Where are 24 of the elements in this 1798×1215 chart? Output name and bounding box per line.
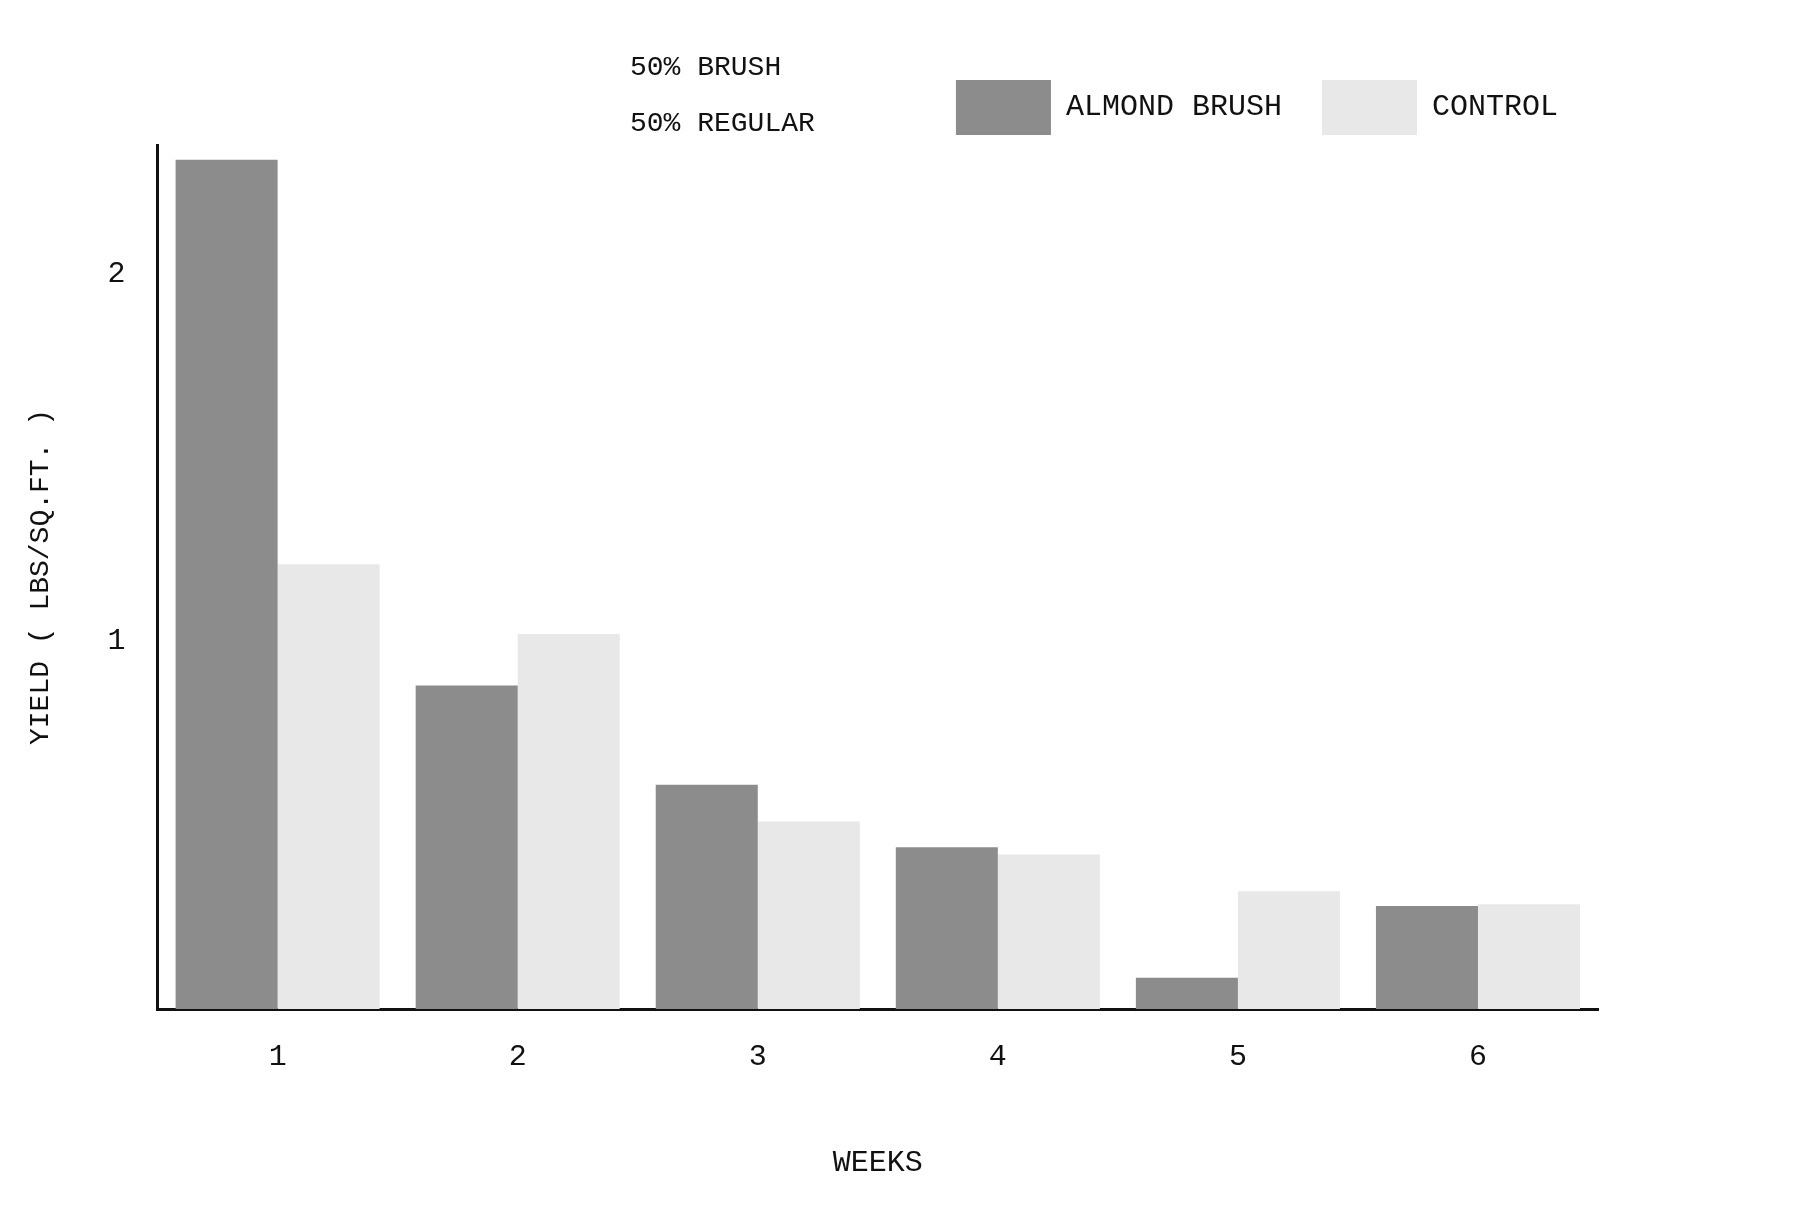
text: 50% REGULAR xyxy=(630,107,815,141)
x-tick-label: 3 xyxy=(748,1039,767,1074)
bar xyxy=(175,159,278,1009)
x-axis-title: WEEKS xyxy=(832,1145,923,1180)
x-tick-label: 4 xyxy=(988,1039,1007,1074)
bar xyxy=(1135,977,1238,1009)
x-tick-label: 2 xyxy=(508,1039,527,1074)
x-tick-label: 5 xyxy=(1228,1039,1247,1074)
bar xyxy=(415,685,518,1009)
bar xyxy=(277,564,380,1009)
text: 50% BRUSH xyxy=(630,51,783,85)
legend-label: CONTROL xyxy=(1431,90,1559,125)
legend-label: ALMOND BRUSH xyxy=(1065,90,1282,125)
y-axis-title: YIELD ( LBS/SQ.FT. ) xyxy=(25,408,57,746)
bar xyxy=(517,633,620,1009)
bar xyxy=(997,854,1100,1009)
bar xyxy=(1237,891,1340,1009)
x-tick-label: 6 xyxy=(1468,1039,1487,1074)
bar xyxy=(757,821,860,1009)
bar xyxy=(655,784,758,1009)
bar xyxy=(1375,906,1478,1009)
bar xyxy=(895,847,998,1009)
bar xyxy=(1477,904,1580,1009)
x-tick-label: 1 xyxy=(268,1039,287,1074)
